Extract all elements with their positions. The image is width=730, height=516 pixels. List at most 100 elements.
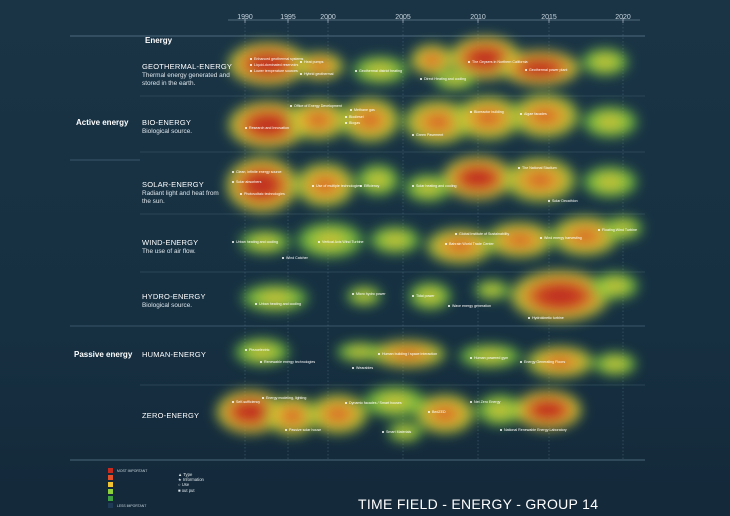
annotation-note: Passive solar house xyxy=(285,428,321,432)
heat-blob xyxy=(266,396,318,436)
annotation-note: Energy Generating Floors xyxy=(520,360,565,364)
heat-blob xyxy=(474,280,510,300)
heat-blob xyxy=(486,222,554,258)
year-gridlines xyxy=(244,18,624,460)
annotation-note: Biogas xyxy=(345,121,360,125)
category-zero-title: ZERO-ENERGY xyxy=(142,411,200,420)
legend-swatch-3 xyxy=(108,482,113,487)
annotation-note: Hybrid geothermal xyxy=(300,72,333,76)
year-tick: 1990 xyxy=(237,14,253,21)
heat-blob xyxy=(288,100,348,140)
annotation-note: National Renewable Energy Laboratory xyxy=(500,428,567,432)
annotation-note: Efficiency xyxy=(360,184,379,188)
annotation-note: BedZED xyxy=(428,410,446,414)
heat-blob xyxy=(510,270,610,322)
footer-title: TIME FIELD - ENERGY - GROUP 14 xyxy=(358,496,599,512)
year-tick: 2015 xyxy=(541,14,557,21)
category-wind-title: WIND-ENERGY xyxy=(142,238,199,247)
heat-blob xyxy=(514,390,582,430)
annotation-note: Wind energy harvesting xyxy=(540,236,582,240)
year-tick: 2020 xyxy=(615,14,631,21)
category-geothermal-desc: Thermal energy generated and stored in t… xyxy=(142,72,230,87)
annotation-note: Wind Catcher xyxy=(282,256,308,260)
annotation-note: Solar Decathlon xyxy=(548,199,578,203)
annotation-note: Photovoltaic technologies xyxy=(240,192,285,196)
category-hydro-title: HYDRO-ENERGY xyxy=(142,292,206,301)
key-information: ★ Information xyxy=(178,477,204,483)
annotation-note: Tidal power xyxy=(412,294,434,298)
annotation-note: Self-sufficiency xyxy=(232,400,260,404)
heat-blob xyxy=(369,226,421,254)
annotation-note: Direct Heating and cooling xyxy=(420,77,466,81)
category-wind-desc: The use of air flow. xyxy=(142,248,196,255)
year-tick: 2000 xyxy=(320,14,336,21)
category-bio-title: BIO-ENERGY xyxy=(142,118,192,127)
annotation-note: Renewable energy technologies xyxy=(260,360,315,364)
legend-swatch-5 xyxy=(108,496,113,501)
heat-blob xyxy=(442,156,514,200)
annotation-note: Human building / space interaction xyxy=(378,352,437,356)
annotation-note: Smart Materials xyxy=(382,430,411,434)
heat-blob xyxy=(581,48,629,76)
heat-blob xyxy=(356,164,400,196)
annotation-note: The Geysers in Northern California xyxy=(468,60,528,64)
annotation-note: Urban heating and cooling xyxy=(232,240,278,244)
annotation-note: Floating Wind Turbine xyxy=(598,228,637,232)
annotation-note: Wearables xyxy=(352,366,373,370)
category-solar-title: SOLAR-ENERGY xyxy=(142,180,204,189)
annotation-note: Energy modeling, lighting xyxy=(262,396,306,400)
heat-blob xyxy=(591,272,639,300)
annotation-note: Solar heating and cooling xyxy=(412,184,457,188)
annotation-note: Vertical Axis Wind Turbine xyxy=(318,240,364,244)
annotation-note: Piezoelectric xyxy=(245,348,269,352)
year-axis: 1990 1995 2000 2005 2010 2015 2020 xyxy=(0,14,730,28)
category-bio-desc: Biological source. xyxy=(142,128,193,135)
annotation-note: Use of multiple technologies xyxy=(312,184,361,188)
annotation-note: Research and Innovation xyxy=(245,126,289,130)
heat-blob xyxy=(228,101,308,149)
square-icon: ■ xyxy=(178,487,182,493)
annotation-note: Net Zero Energy xyxy=(470,400,500,404)
annotation-note: Geothermal district heating xyxy=(355,69,402,73)
annotation-note: Micro hydro power xyxy=(352,292,386,296)
annotation-note: Dynamic facades / Smart houses xyxy=(345,401,402,405)
category-human-title: HUMAN-ENERGY xyxy=(142,350,207,359)
annotation-note: Liquid-dominated reservoirs xyxy=(250,63,298,67)
heat-blob xyxy=(551,216,619,256)
category-solar-desc: Radiant light and heat from the sun. xyxy=(142,190,219,205)
annotation-note: Heat pumps xyxy=(300,60,323,64)
annotation-note: Biodiesel xyxy=(345,115,364,119)
key-output: ■ out put xyxy=(178,487,195,493)
legend-swatch-6 xyxy=(108,503,113,508)
year-tick: 2010 xyxy=(470,14,486,21)
row-separators xyxy=(140,95,645,386)
annotation-note: Wave energy generation xyxy=(448,304,491,308)
circle-icon: ○ xyxy=(178,482,182,488)
annotation-note: Methane gas xyxy=(350,108,375,112)
annotation-note: Urban heating and cooling xyxy=(255,302,301,306)
heat-blob xyxy=(593,352,637,376)
annotation-note: Green Pavement xyxy=(412,133,443,137)
annotation-note: Enhanced geothermal systems xyxy=(250,57,303,61)
annotation-note: Solar absorbers xyxy=(232,180,261,184)
legend-swatch-1 xyxy=(108,468,113,473)
annotation-note: Clean, infinite energy source xyxy=(232,170,282,174)
symbol-key: ▲ Type ★ Information ○ Use ■ out put xyxy=(178,472,204,493)
annotation-note: Bahrain World Trade Center xyxy=(445,242,494,246)
category-geothermal-title: GEOTHERMAL-ENERGY xyxy=(142,62,233,71)
heat-blob xyxy=(226,157,298,213)
annotation-note: Hydrokinetic turbine xyxy=(528,316,564,320)
legend-most-label: MOST IMPORTANT xyxy=(117,469,148,473)
key-type: ▲ Type xyxy=(178,472,193,477)
annotation-note: Lower temperature sources xyxy=(250,69,298,73)
heat-blob xyxy=(241,284,309,312)
annotation-note: Bioreactor building xyxy=(470,110,504,114)
heat-blob xyxy=(410,44,454,76)
year-tick: 2005 xyxy=(395,14,411,21)
legend-swatch-2 xyxy=(108,475,113,480)
year-tick: 1995 xyxy=(280,14,296,21)
annotation-note: Geothermal power plant xyxy=(525,68,567,72)
